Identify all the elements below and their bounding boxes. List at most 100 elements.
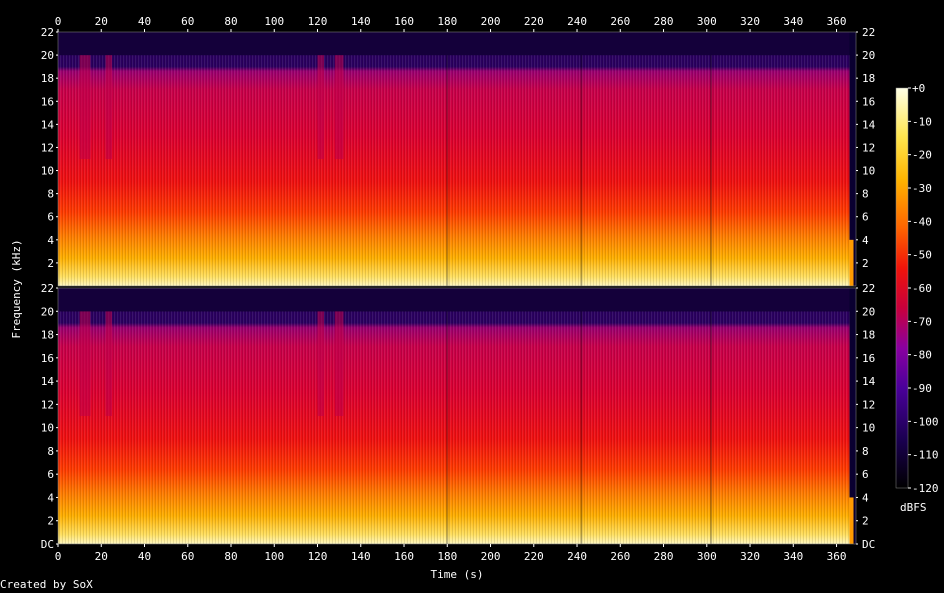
colorbar-tick-label: +0	[912, 82, 925, 95]
y-tick-label-right: DC	[862, 538, 875, 551]
x-tick-label: 100	[264, 550, 284, 563]
x-tick-label: 280	[654, 550, 674, 563]
y-tick-label-right: 4	[862, 491, 869, 504]
y-tick-label-right: 14	[862, 375, 876, 388]
x-tick-label: 220	[524, 550, 544, 563]
y-tick-label: 10	[41, 165, 54, 178]
x-tick-label-top: 0	[55, 15, 62, 28]
y-tick-label: 2	[47, 515, 54, 528]
colorbar-tick-label: -110	[912, 449, 939, 462]
section-boundary	[580, 311, 583, 544]
y-tick-label: 18	[41, 329, 54, 342]
y-tick-label: 22	[41, 282, 54, 295]
y-tick-label-right: 2	[862, 515, 869, 528]
colorbar-tick-label: -50	[912, 249, 932, 262]
quiet-region	[105, 311, 113, 416]
x-tick-label: 20	[95, 550, 108, 563]
x-axis-label: Time (s)	[431, 568, 484, 581]
y-tick-label-right: 8	[862, 445, 869, 458]
x-tick-label-top: 240	[567, 15, 587, 28]
y-tick-label-right: 18	[862, 329, 875, 342]
y-tick-label: 16	[41, 95, 54, 108]
y-axis-label: Frequency (kHz)	[10, 239, 23, 338]
x-tick-label-top: 160	[394, 15, 414, 28]
colorbar-tick-label: -90	[912, 382, 932, 395]
colorbar-tick-label: -100	[912, 415, 939, 428]
colorbar-tick-label: -120	[912, 482, 939, 495]
y-tick-label-right: 22	[862, 282, 875, 295]
y-tick-label: 14	[41, 118, 55, 131]
y-tick-label: 8	[47, 445, 54, 458]
colorbar-ticks: +0 -10 -20 -30 -40 -50 -60 -70 -80 -90 -100 -110 -12…	[908, 82, 939, 495]
x-tick-label: 120	[308, 550, 328, 563]
spectrogram-tail	[849, 288, 856, 544]
colorbar-tick-label: -80	[912, 349, 932, 362]
y-tick-label: 12	[41, 141, 54, 154]
colorbar-tick-label: -10	[912, 115, 932, 128]
colorbar: +0 -10 -20 -30 -40 -50 -60 -70 -80 -90 -100 -110 -12…	[895, 82, 939, 514]
x-tick-label: 0	[55, 550, 62, 563]
y-tick-label-right: 6	[862, 211, 869, 224]
y-tick-label: 20	[41, 49, 54, 62]
y-tick-label: 6	[47, 468, 54, 481]
y-tick-label: 14	[41, 375, 55, 388]
x-tick-label: 140	[351, 550, 371, 563]
section-boundary	[446, 55, 449, 286]
x-tick-label-top: 360	[827, 15, 847, 28]
channel-1-spectrogram	[57, 31, 857, 287]
y-tick-label: 4	[47, 234, 54, 247]
y-tick-label: DC	[41, 538, 54, 551]
quiet-region	[105, 55, 113, 159]
y-tick-label: 22	[41, 26, 54, 39]
y-tick-label-right: 10	[862, 422, 875, 435]
x-tick-label: 260	[610, 550, 630, 563]
quiet-region	[334, 55, 344, 159]
section-boundary	[580, 55, 583, 286]
spectrogram-texture	[58, 311, 850, 544]
colorbar-tick-label: -60	[912, 282, 932, 295]
y-tick-label-right: 4	[862, 234, 869, 247]
x-tick-label: 60	[181, 550, 194, 563]
above-cutoff-band	[58, 288, 850, 312]
credit-text: Created by SoX	[0, 578, 93, 591]
x-tick-label-top: 80	[224, 15, 237, 28]
y-tick-label: 8	[47, 188, 54, 201]
channels-layer	[57, 31, 857, 545]
x-tick-label-top: 220	[524, 15, 544, 28]
section-boundary	[446, 311, 449, 544]
panel-frame	[57, 287, 857, 545]
colorbar-tick-label: -20	[912, 149, 932, 162]
x-tick-label-top: 280	[654, 15, 674, 28]
x-tick-label-top: 200	[481, 15, 501, 28]
x-tick-label-top: 60	[181, 15, 194, 28]
y-tick-label-right: 16	[862, 95, 875, 108]
x-tick-label: 340	[783, 550, 803, 563]
spectrogram-tail-energy	[849, 497, 854, 544]
quiet-region	[79, 311, 91, 416]
spectrogram-tail-energy	[849, 239, 854, 286]
y-tick-label: 20	[41, 305, 54, 318]
colorbar-gradient	[895, 87, 909, 489]
x-tick-label-top: 320	[740, 15, 760, 28]
quiet-region	[79, 55, 91, 159]
x-tick-label: 240	[567, 550, 587, 563]
colorbar-tick-label: -40	[912, 215, 932, 228]
y-tick-label: 6	[47, 211, 54, 224]
y-tick-label-right: 18	[862, 72, 875, 85]
quiet-region	[334, 311, 344, 416]
y-tick-label-right: 20	[862, 49, 875, 62]
x-tick-label: 300	[697, 550, 717, 563]
y-tick-label-right: 10	[862, 165, 875, 178]
x-tick-label-top: 20	[95, 15, 108, 28]
y-tick-label-right: 2	[862, 257, 869, 270]
x-tick-label-top: 180	[437, 15, 457, 28]
y-tick-label-right: 16	[862, 352, 875, 365]
x-tick-label: 360	[827, 550, 847, 563]
x-tick-label-top: 300	[697, 15, 717, 28]
x-tick-label: 80	[224, 550, 237, 563]
panel-frame	[57, 31, 857, 287]
y-tick-label-right: 12	[862, 398, 875, 411]
x-tick-label-top: 260	[610, 15, 630, 28]
